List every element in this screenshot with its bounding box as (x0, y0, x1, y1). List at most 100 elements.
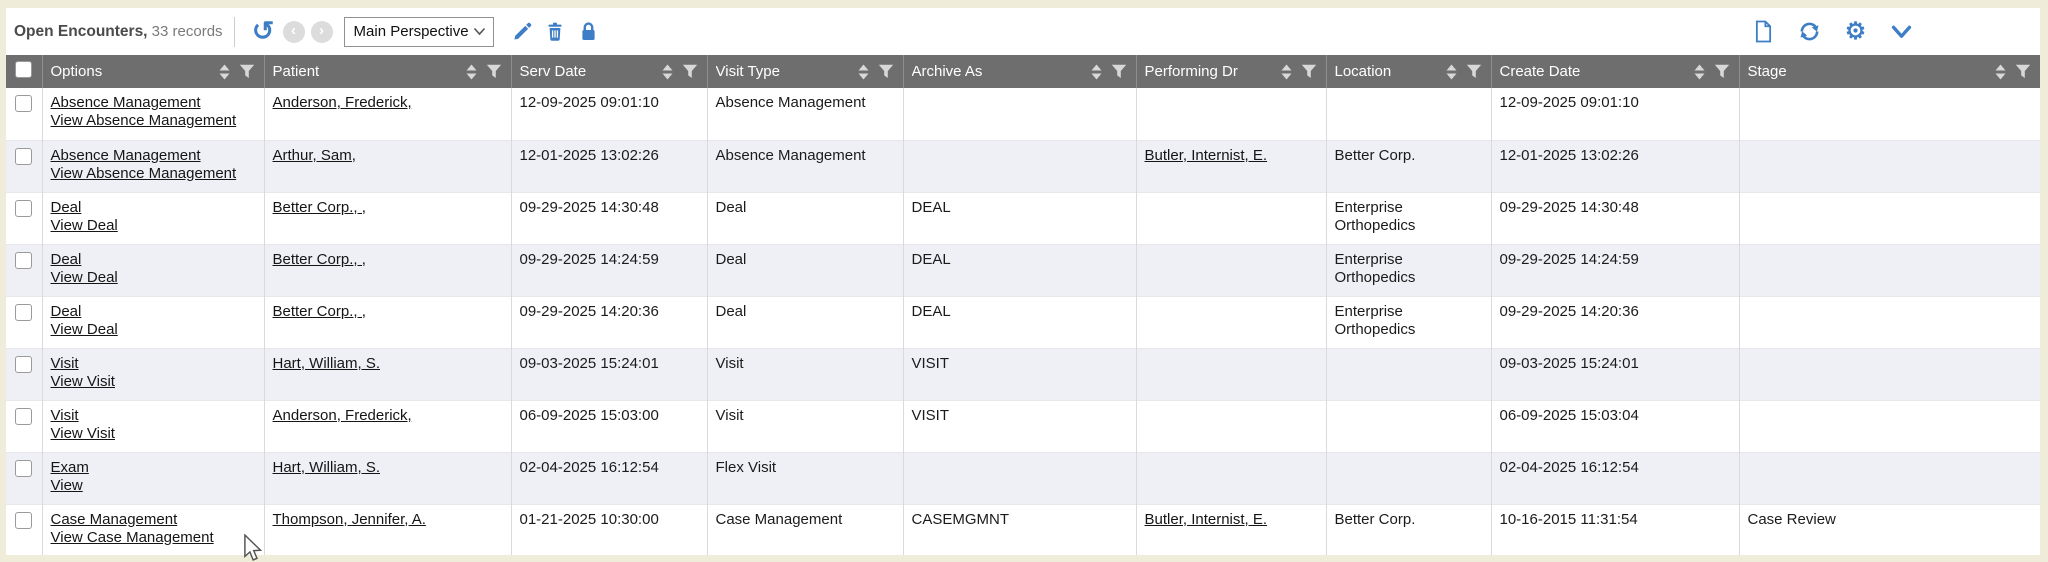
patient-link[interactable]: Anderson, Frederick, (272, 94, 412, 111)
stage-value: Case Review (1747, 510, 1836, 528)
sort-icon[interactable] (1694, 64, 1705, 80)
create-date-value: 09-03-2025 15:24:01 (1499, 354, 1639, 372)
perspective-select[interactable]: Main Perspective (343, 16, 494, 47)
option-link[interactable]: View Deal (50, 320, 118, 338)
option-link[interactable]: Absence Management (50, 94, 201, 111)
row-checkbox[interactable] (15, 459, 33, 477)
visit-type-value: Deal (715, 250, 747, 268)
create-date-value: 09-29-2025 14:24:59 (1499, 250, 1639, 268)
patient-link[interactable]: Arthur, Sam, (272, 146, 356, 164)
patient-link[interactable]: Better Corp., , (272, 302, 366, 320)
row-checkbox[interactable] (15, 303, 33, 321)
option-link[interactable]: Absence Management (50, 146, 201, 164)
row-checkbox[interactable] (15, 199, 33, 217)
filter-icon[interactable] (1301, 64, 1317, 79)
select-caret-icon (473, 27, 485, 36)
sort-icon[interactable] (858, 64, 869, 80)
option-link[interactable]: View Visit (50, 424, 115, 442)
sort-icon[interactable] (662, 64, 673, 80)
collapse-panel-button[interactable] (1888, 18, 1915, 45)
new-record-button[interactable] (1750, 18, 1777, 45)
filter-icon[interactable] (2015, 64, 2031, 79)
location-value: Enterprise Orthopedics (1334, 302, 1416, 338)
option-link[interactable]: View Deal (50, 268, 118, 286)
select-all-checkbox[interactable] (15, 61, 33, 78)
patient-link[interactable]: Hart, William, S. (272, 354, 381, 372)
column-header-archive_as[interactable]: Archive As (902, 55, 1136, 88)
filter-icon[interactable] (682, 64, 698, 79)
location-cell: Better Corp. (1325, 503, 1491, 555)
visit-type-value: Flex Visit (715, 458, 777, 476)
table-header-row: Options Patient Serv Date Visit Type Archive… (6, 55, 2040, 88)
filter-icon[interactable] (1466, 64, 1482, 79)
options-cell: Visit View Visit (41, 399, 264, 452)
patient-link[interactable]: Anderson, Frederick, (272, 406, 412, 424)
edit-perspective-button[interactable] (509, 18, 536, 45)
option-link[interactable]: Visit (50, 406, 79, 424)
archive-as-cell: CASEMGMNT (902, 503, 1136, 555)
patient-link[interactable]: Better Corp., , (272, 250, 366, 268)
row-checkbox[interactable] (15, 355, 33, 373)
settings-button[interactable]: ⚙ (1842, 18, 1869, 45)
row-checkbox[interactable] (15, 511, 33, 529)
delete-perspective-button[interactable] (542, 18, 569, 45)
filter-icon[interactable] (239, 64, 255, 79)
archive-as-value: DEAL (911, 198, 951, 216)
performing-dr-cell (1135, 243, 1326, 296)
filter-icon[interactable] (1714, 64, 1730, 79)
sort-icon[interactable] (466, 64, 477, 80)
table-row: Deal View Deal Better Corp., , 09-29-2025 1… (6, 295, 2040, 348)
performing-dr-link[interactable]: Butler, Internist, E. (1144, 146, 1268, 164)
option-link[interactable]: Deal (50, 302, 82, 320)
option-link[interactable]: Visit (50, 354, 79, 372)
location-cell (1325, 399, 1491, 452)
serv-date-value: 02-04-2025 16:12:54 (519, 458, 659, 476)
patient-cell: Hart, William, S. (263, 451, 511, 504)
serv-date-value: 12-01-2025 13:02:26 (519, 146, 659, 164)
next-perspective-button[interactable]: › (310, 20, 333, 43)
column-header-location[interactable]: Location (1325, 55, 1491, 88)
sort-icon[interactable] (1281, 64, 1292, 80)
sort-icon[interactable] (219, 64, 230, 80)
row-checkbox[interactable] (15, 407, 33, 425)
filter-icon[interactable] (878, 64, 894, 79)
option-link[interactable]: Deal (50, 250, 82, 268)
column-header-options[interactable]: Options (41, 55, 264, 88)
patient-link[interactable]: Thompson, Jennifer, A. (272, 510, 426, 528)
column-label: Patient (272, 63, 320, 80)
column-header-visit_type[interactable]: Visit Type (706, 55, 903, 88)
archive-as-value: VISIT (911, 354, 950, 372)
options-cell: Case Management View Case Management (41, 503, 264, 555)
undo-button[interactable]: ↺ (250, 17, 277, 45)
filter-icon[interactable] (486, 64, 502, 79)
column-header-create_date[interactable]: Create Date (1490, 55, 1739, 88)
option-link[interactable]: View Deal (50, 216, 118, 234)
option-link[interactable]: View Absence Management (50, 164, 237, 182)
patient-link[interactable]: Better Corp., , (272, 198, 366, 216)
performing-dr-link[interactable]: Butler, Internist, E. (1144, 510, 1268, 528)
option-link[interactable]: Exam (50, 458, 89, 476)
option-link[interactable]: View Case Management (50, 528, 214, 546)
option-link[interactable]: View Visit (50, 372, 115, 390)
option-link[interactable]: View Absence Management (50, 112, 237, 129)
column-header-performing_dr[interactable]: Performing Dr (1135, 55, 1326, 88)
column-header-patient[interactable]: Patient (263, 55, 511, 88)
refresh-button[interactable] (1796, 18, 1823, 45)
row-checkbox[interactable] (15, 251, 33, 269)
sort-icon[interactable] (1446, 64, 1457, 80)
serv-date-value: 12-09-2025 09:01:10 (519, 94, 659, 111)
row-checkbox[interactable] (15, 95, 33, 112)
row-checkbox[interactable] (15, 147, 33, 165)
sort-icon[interactable] (1995, 64, 2006, 80)
previous-perspective-button[interactable]: ‹ (282, 20, 305, 43)
column-header-stage[interactable]: Stage (1738, 55, 2040, 88)
option-link[interactable]: Deal (50, 198, 82, 216)
visit-type-cell: Deal (706, 243, 903, 296)
lock-perspective-button[interactable] (575, 18, 602, 45)
column-header-serv_date[interactable]: Serv Date (510, 55, 707, 88)
sort-icon[interactable] (1091, 64, 1102, 80)
option-link[interactable]: Case Management (50, 510, 178, 528)
option-link[interactable]: View (50, 476, 83, 494)
filter-icon[interactable] (1111, 64, 1127, 79)
patient-link[interactable]: Hart, William, S. (272, 458, 381, 476)
